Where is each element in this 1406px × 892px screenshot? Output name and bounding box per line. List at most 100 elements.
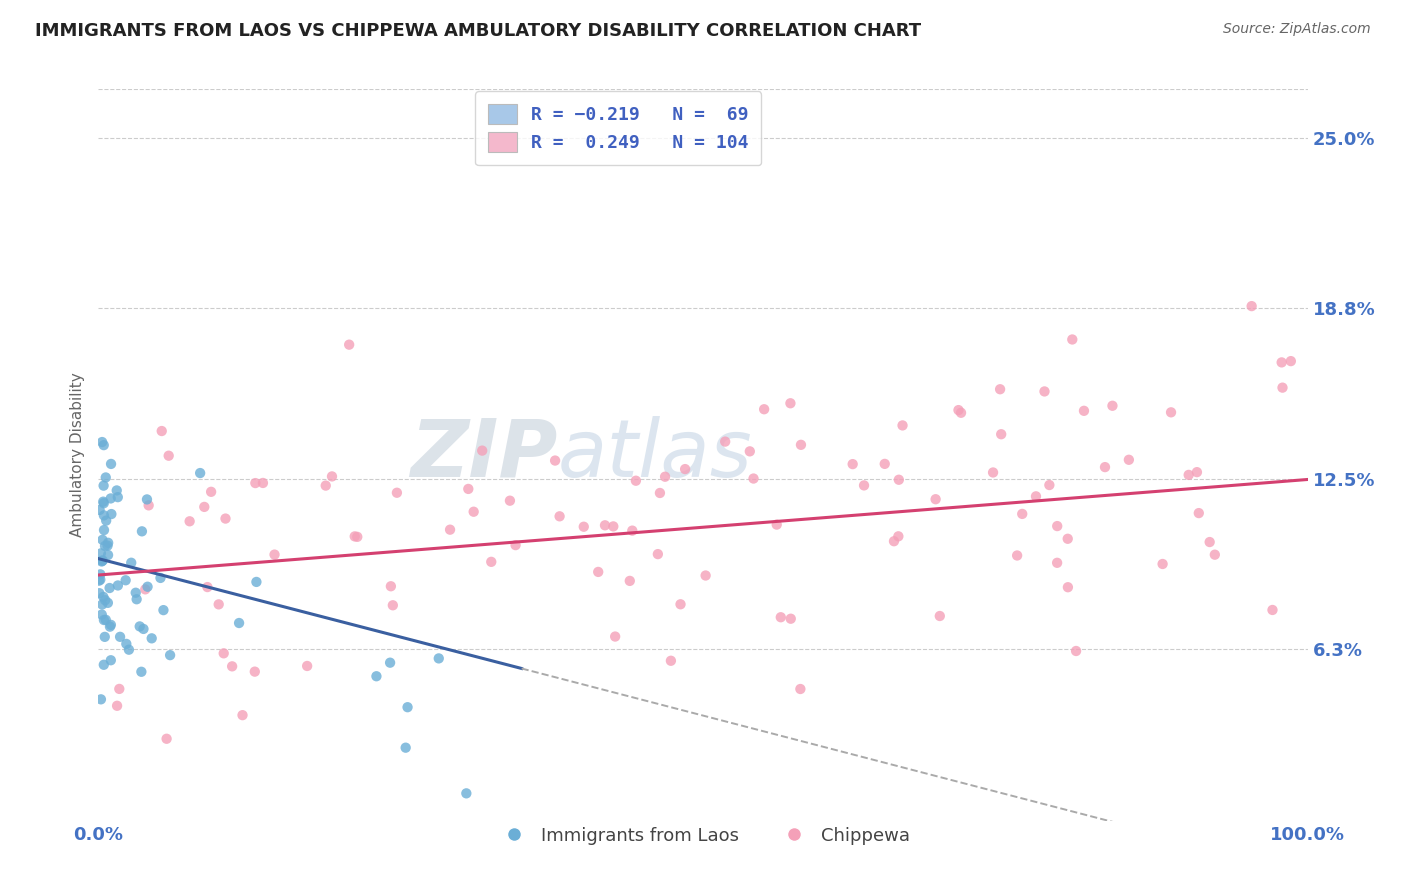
- Point: [742, 471, 765, 485]
- Point: [94, 613, 117, 627]
- Point: [245, 574, 267, 589]
- Point: [94, 630, 117, 644]
- Point: [150, 424, 173, 438]
- Point: [479, 555, 502, 569]
- Point: [924, 492, 946, 507]
- Point: [141, 632, 163, 646]
- Text: IMMIGRANTS FROM LAOS VS CHIPPEWA AMBULATORY DISABILITY CORRELATION CHART: IMMIGRANTS FROM LAOS VS CHIPPEWA AMBULAT…: [35, 22, 921, 40]
- Point: [981, 466, 1004, 480]
- Point: [91, 494, 114, 508]
- Point: [159, 648, 181, 662]
- Point: [621, 524, 644, 538]
- Point: [380, 579, 402, 593]
- Point: [96, 514, 118, 528]
- Point: [134, 582, 156, 597]
- Point: [779, 396, 801, 410]
- Point: [97, 596, 120, 610]
- Point: [243, 665, 266, 679]
- Point: [157, 449, 180, 463]
- Point: [193, 500, 215, 514]
- Point: [1056, 532, 1078, 546]
- Point: [928, 609, 950, 624]
- Point: [1160, 405, 1182, 419]
- Point: [427, 651, 450, 665]
- Point: [471, 443, 494, 458]
- Point: [378, 656, 401, 670]
- Point: [1073, 404, 1095, 418]
- Point: [93, 613, 115, 627]
- Point: [131, 665, 153, 679]
- Point: [1240, 299, 1263, 313]
- Point: [887, 529, 910, 543]
- Point: [91, 533, 114, 547]
- Point: [98, 581, 121, 595]
- Point: [91, 435, 114, 450]
- Point: [1025, 489, 1047, 503]
- Point: [221, 659, 243, 673]
- Point: [295, 659, 318, 673]
- Point: [136, 580, 159, 594]
- Point: [714, 434, 737, 449]
- Point: [100, 507, 122, 521]
- Point: [155, 731, 177, 746]
- Point: [950, 406, 973, 420]
- Point: [654, 469, 676, 483]
- Point: [1118, 452, 1140, 467]
- Point: [1152, 557, 1174, 571]
- Point: [988, 382, 1011, 396]
- Point: [593, 518, 616, 533]
- Point: [125, 592, 148, 607]
- Point: [695, 568, 717, 582]
- Point: [118, 642, 141, 657]
- Point: [93, 478, 115, 492]
- Point: [91, 590, 114, 604]
- Point: [90, 692, 112, 706]
- Point: [179, 514, 201, 528]
- Point: [669, 597, 692, 611]
- Point: [200, 484, 222, 499]
- Point: [619, 574, 641, 588]
- Point: [87, 574, 110, 588]
- Point: [779, 612, 801, 626]
- Point: [105, 698, 128, 713]
- Point: [457, 482, 479, 496]
- Point: [891, 418, 914, 433]
- Point: [90, 546, 112, 560]
- Legend: Immigrants from Laos, Chippewa: Immigrants from Laos, Chippewa: [489, 820, 917, 852]
- Point: [100, 618, 122, 632]
- Point: [98, 620, 121, 634]
- Point: [853, 478, 876, 492]
- Point: [97, 536, 120, 550]
- Point: [439, 523, 461, 537]
- Point: [841, 457, 863, 471]
- Point: [90, 607, 112, 622]
- Point: [544, 453, 567, 467]
- Point: [752, 402, 775, 417]
- Point: [1101, 399, 1123, 413]
- Point: [100, 457, 122, 471]
- Text: Source: ZipAtlas.com: Source: ZipAtlas.com: [1223, 22, 1371, 37]
- Point: [769, 610, 792, 624]
- Point: [91, 598, 114, 612]
- Point: [366, 669, 388, 683]
- Point: [873, 457, 896, 471]
- Point: [1271, 381, 1294, 395]
- Point: [1062, 333, 1084, 347]
- Point: [91, 553, 114, 567]
- Point: [1011, 507, 1033, 521]
- Text: atlas: atlas: [558, 416, 752, 494]
- Text: ZIP: ZIP: [411, 416, 558, 494]
- Point: [1279, 354, 1302, 368]
- Point: [990, 427, 1012, 442]
- Point: [97, 548, 120, 562]
- Point: [1046, 556, 1069, 570]
- Point: [138, 499, 160, 513]
- Point: [624, 474, 647, 488]
- Point: [96, 539, 118, 553]
- Point: [93, 657, 115, 672]
- Point: [89, 503, 111, 517]
- Point: [89, 567, 111, 582]
- Point: [100, 491, 122, 506]
- Point: [1204, 548, 1226, 562]
- Point: [765, 517, 787, 532]
